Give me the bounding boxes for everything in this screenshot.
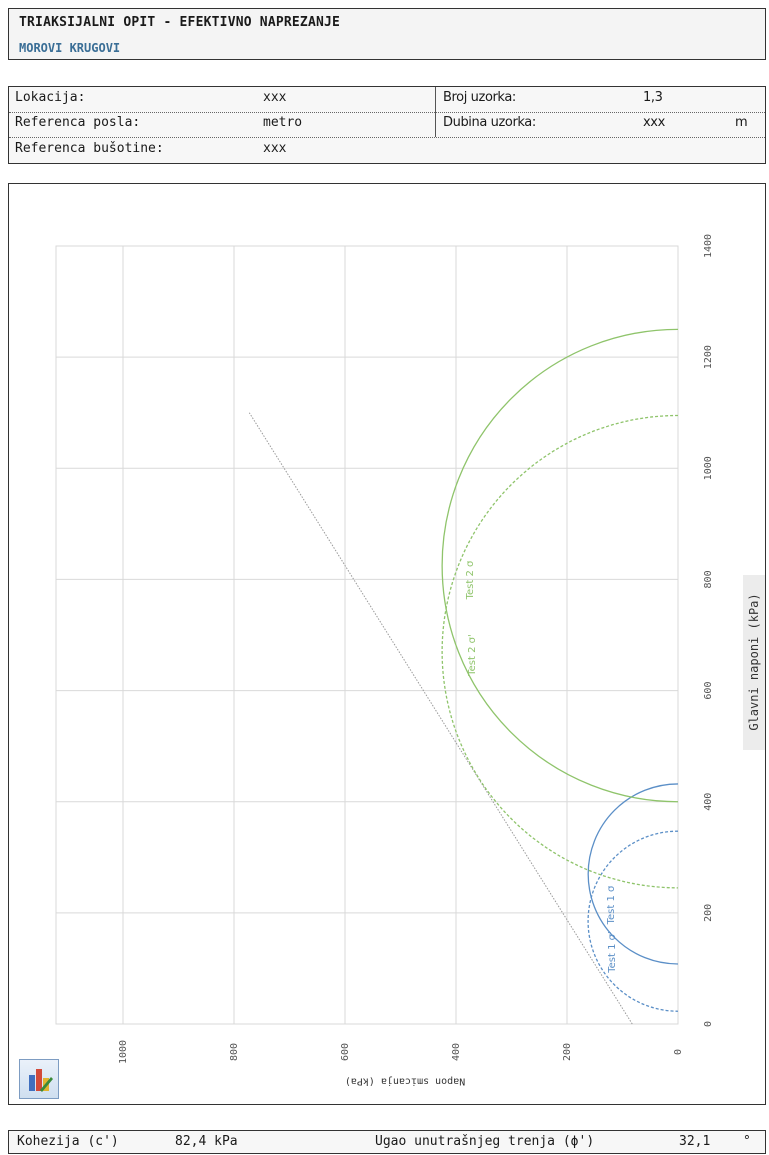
broj-uzorka-label: Broj uzorka: bbox=[443, 90, 516, 105]
principal-stress-axis-label: Glavni naponi (kPa) bbox=[747, 593, 761, 731]
page-subtitle: MOROVI KRUGOVI bbox=[19, 41, 121, 55]
dubina-uzorka-label: Dubina uzorka: bbox=[443, 115, 536, 130]
chart-icon[interactable] bbox=[19, 1059, 59, 1099]
chart-icon-glyph bbox=[29, 1069, 53, 1092]
referenca-busotine-value: xxx bbox=[263, 141, 287, 156]
info-row-1: Lokacija: xxx Broj uzorka: 1,3 bbox=[9, 87, 765, 113]
kohezija-value: 82,4 kPa bbox=[175, 1134, 238, 1149]
dubina-uzorka-unit: m bbox=[735, 115, 748, 130]
page-title: TRIAKSIJALNI OPIT - EFEKTIVNO NAPREZANJE bbox=[19, 15, 341, 30]
referenca-posla-value: metro bbox=[263, 115, 303, 130]
info-row-2: Referenca posla: metro Dubina uzorka: xx… bbox=[9, 112, 765, 138]
ugao-unit: ° bbox=[743, 1134, 751, 1149]
referenca-posla-label: Referenca posla: bbox=[15, 115, 141, 130]
info-row-3: Referenca bušotine: xxx bbox=[9, 138, 765, 163]
axis-label-box bbox=[743, 575, 765, 750]
ugao-value: 32,1 bbox=[679, 1134, 711, 1149]
referenca-busotine-label: Referenca bušotine: bbox=[15, 141, 164, 156]
mohr-circle-chart bbox=[8, 183, 766, 1105]
broj-uzorka-value: 1,3 bbox=[643, 90, 663, 105]
results-bar: Kohezija (c') 82,4 kPa Ugao unutrašnjeg … bbox=[8, 1130, 766, 1154]
kohezija-label: Kohezija (c') bbox=[17, 1134, 119, 1149]
ugao-label: Ugao unutrašnjeg trenja (ϕ') bbox=[375, 1134, 595, 1149]
shear-stress-axis-label: Napon smicanja (kPa) bbox=[344, 1075, 466, 1087]
info-table: Lokacija: xxx Broj uzorka: 1,3 Referenca… bbox=[8, 86, 766, 164]
title-box: TRIAKSIJALNI OPIT - EFEKTIVNO NAPREZANJE… bbox=[8, 8, 766, 60]
lokacija-value: xxx bbox=[263, 90, 287, 105]
dubina-uzorka-value: xxx bbox=[643, 115, 665, 130]
lokacija-label: Lokacija: bbox=[15, 90, 86, 105]
